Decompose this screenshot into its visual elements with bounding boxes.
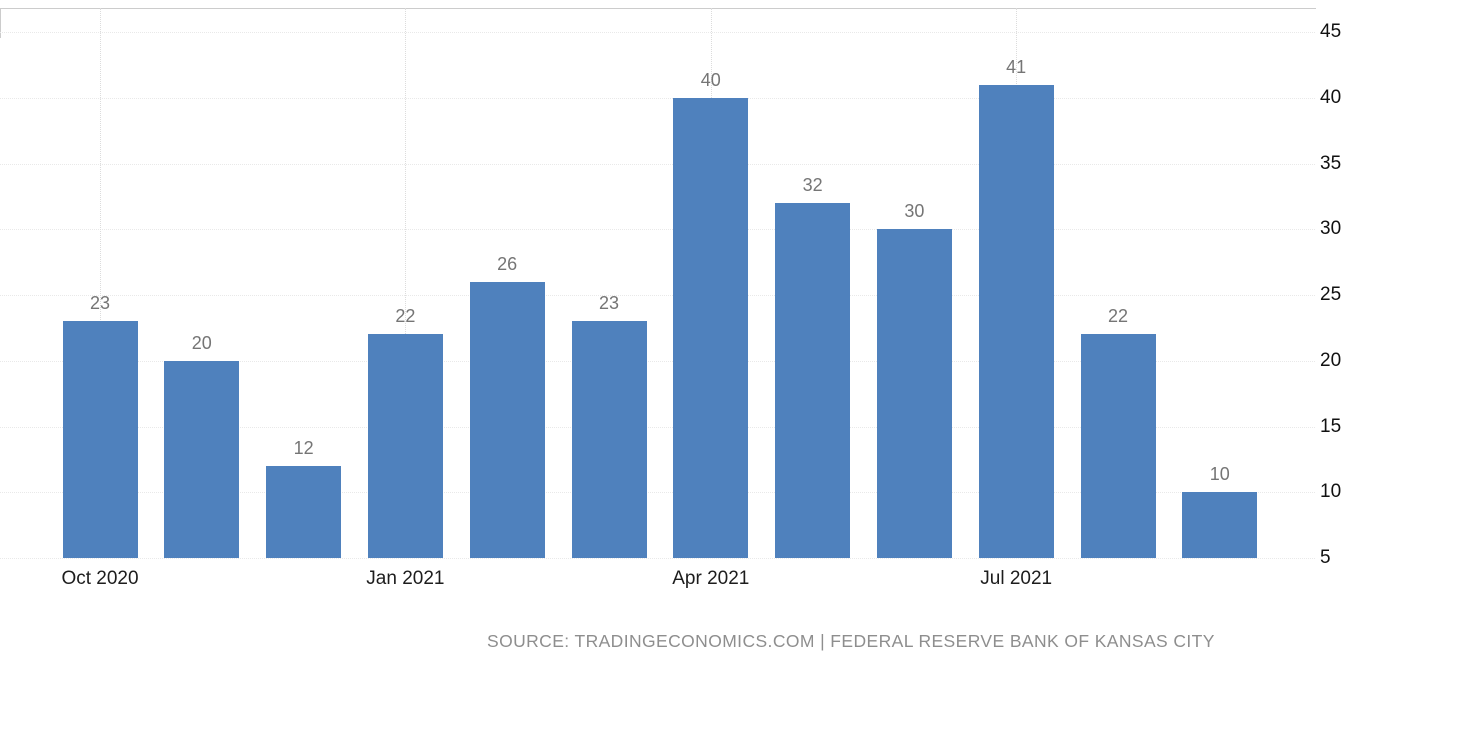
bar-mar-2021: [571, 321, 647, 558]
bar-jun-2021: [876, 229, 952, 558]
bar-aug-2021: [1080, 334, 1156, 558]
x-axis-label: Oct 2020: [61, 568, 139, 589]
bar-value-label: 26: [497, 253, 518, 274]
y-axis-label: 30: [1320, 218, 1342, 240]
bar-value-label: 22: [395, 306, 416, 327]
y-axis-label: 5: [1320, 547, 1331, 568]
x-axis-label: Jul 2021: [980, 568, 1053, 589]
bar-value-label: 23: [89, 293, 111, 314]
y-axis-label: 40: [1320, 86, 1342, 108]
bar-value-label: 41: [1006, 56, 1027, 77]
bar-value-label: 22: [1107, 306, 1129, 327]
bar-value-label: 32: [802, 174, 823, 195]
bar-value-label: 12: [293, 437, 314, 458]
gridline-horizontal: [0, 32, 1315, 33]
bar-feb-2021: [469, 281, 545, 558]
bar-jul-2021: [978, 84, 1054, 558]
y-axis-label: 10: [1320, 481, 1342, 503]
y-axis-label: 15: [1320, 415, 1342, 437]
y-axis-label: 45: [1320, 21, 1342, 42]
bar-value-label: 40: [700, 69, 721, 90]
bar-value-label: 10: [1209, 464, 1230, 485]
y-axis-label: 25: [1320, 284, 1342, 305]
x-axis-label: Jan 2021: [366, 568, 445, 589]
gridline-horizontal: [0, 97, 1315, 99]
gridline-vertical: [405, 8, 407, 558]
chart-top-border: [0, 8, 1316, 9]
gridline-horizontal: [0, 163, 1315, 165]
bar-jan-2021: [367, 334, 443, 558]
bar-sep-2021: [1182, 492, 1258, 558]
bar-value-label: 20: [191, 332, 212, 353]
bar-apr-2021: [673, 97, 749, 558]
gridline-horizontal: [0, 558, 1315, 559]
x-axis-label: Apr 2021: [672, 568, 750, 589]
gridline-horizontal: [0, 295, 1315, 296]
bar-dec-2020: [266, 465, 342, 558]
y-axis-label: 20: [1320, 349, 1342, 371]
source-attribution: SOURCE: TRADINGECONOMICS.COM | FEDERAL R…: [487, 631, 1215, 651]
bar-value-label: 23: [598, 293, 620, 314]
bar-oct-2020: [62, 321, 138, 558]
gridline-horizontal: [0, 426, 1315, 428]
gridline-horizontal: [0, 492, 1315, 494]
bar-may-2021: [775, 202, 851, 558]
y-axis-label: 35: [1320, 152, 1342, 174]
bar-nov-2020: [164, 360, 240, 558]
gridline-vertical: [100, 8, 101, 558]
chart-left-border: [0, 8, 1, 38]
bar-value-label: 30: [904, 201, 925, 222]
gridline-horizontal: [0, 229, 1315, 231]
gridline-horizontal: [0, 360, 1315, 362]
